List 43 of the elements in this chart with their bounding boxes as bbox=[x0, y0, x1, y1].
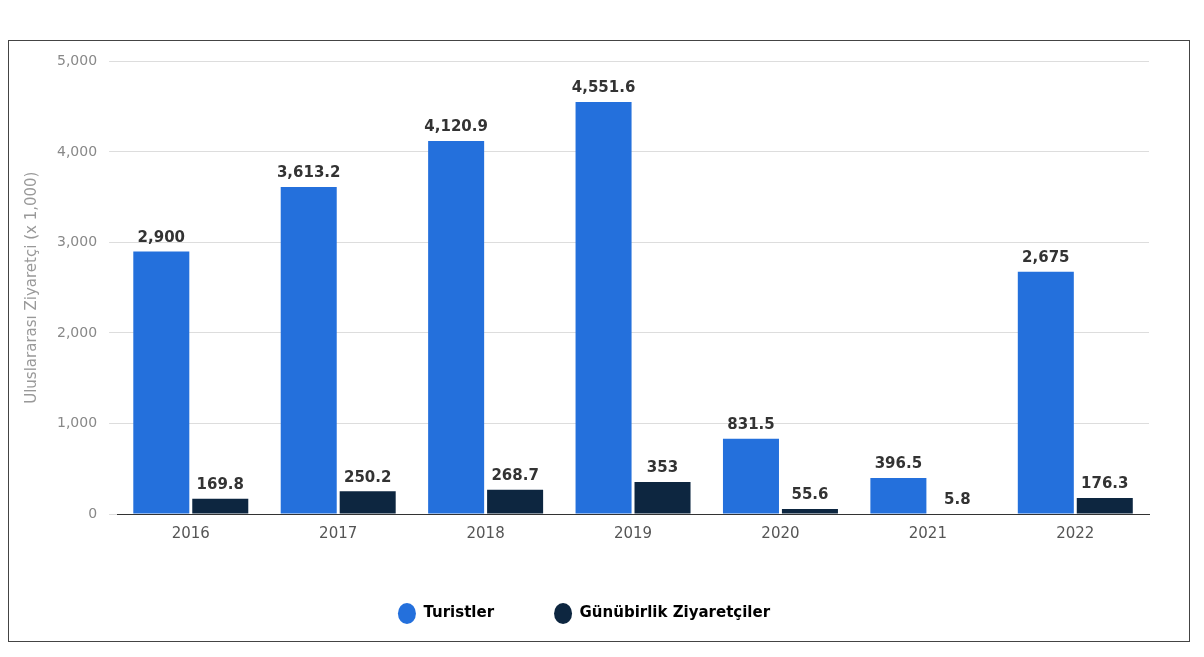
x-tick-label: 2017 bbox=[319, 523, 358, 542]
data-label: 250.2 bbox=[343, 467, 392, 486]
data-label: 5.8 bbox=[944, 489, 971, 508]
y-tick-label: 5,000 bbox=[56, 52, 98, 69]
bar bbox=[575, 101, 632, 514]
bar bbox=[133, 251, 190, 514]
data-label: 831.5 bbox=[727, 415, 775, 434]
data-label: 353 bbox=[646, 458, 679, 477]
bar bbox=[781, 508, 838, 514]
legend-label: Turistler bbox=[423, 603, 495, 622]
x-tick-label: 2016 bbox=[171, 523, 210, 542]
bar bbox=[192, 498, 249, 514]
bar bbox=[339, 491, 396, 514]
bar bbox=[428, 140, 485, 514]
y-tick-label: 1,000 bbox=[56, 414, 98, 431]
y-tick-label: 2,000 bbox=[56, 323, 98, 340]
x-tick-label: 2020 bbox=[761, 523, 800, 542]
data-label: 2,675 bbox=[1022, 248, 1070, 267]
bar bbox=[722, 438, 779, 514]
data-label: 3,613.2 bbox=[276, 163, 341, 182]
y-axis-title: Uluslararası Ziyaretçi (x 1,000) bbox=[21, 171, 40, 404]
legend-label: Günübirlik Ziyaretçiler bbox=[579, 603, 771, 622]
bar bbox=[487, 489, 544, 514]
x-tick-label: 2018 bbox=[466, 523, 505, 542]
x-tick-label: 2022 bbox=[1056, 523, 1095, 542]
data-label: 4,120.9 bbox=[424, 117, 488, 136]
bar bbox=[634, 482, 691, 514]
data-label: 396.5 bbox=[874, 454, 923, 473]
bar bbox=[1076, 498, 1133, 514]
data-label: 55.6 bbox=[791, 485, 829, 504]
x-tick-label: 2021 bbox=[908, 523, 947, 542]
x-tick-label: 2019 bbox=[613, 523, 653, 542]
data-label: 176.3 bbox=[1081, 474, 1129, 493]
data-label: 268.7 bbox=[491, 466, 539, 485]
data-label: 4,551.6 bbox=[571, 78, 636, 97]
bar bbox=[870, 478, 927, 514]
data-label: 169.8 bbox=[196, 475, 244, 494]
y-tick-label: 4,000 bbox=[56, 142, 98, 159]
bar bbox=[280, 186, 337, 514]
y-tick-label: 0 bbox=[88, 504, 98, 521]
y-tick-label: 3,000 bbox=[56, 233, 98, 250]
bar bbox=[1017, 271, 1074, 514]
data-label: 2,900 bbox=[137, 227, 186, 246]
